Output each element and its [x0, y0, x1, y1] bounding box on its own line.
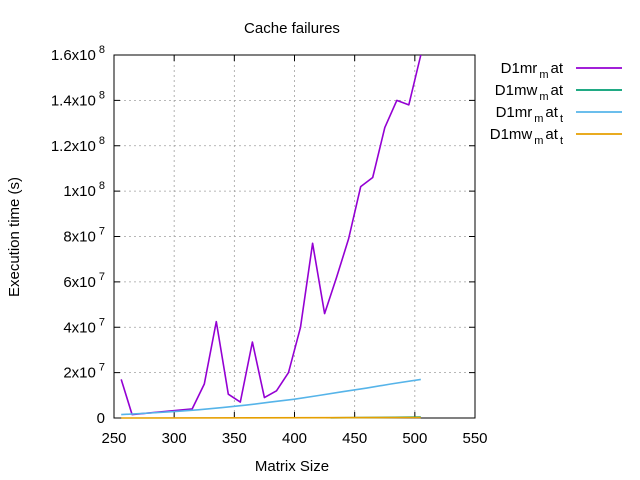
- legend-item-1: D1mr m at: [501, 60, 622, 81]
- y-tick-exponent: 8: [99, 44, 105, 56]
- legend-label: D1mr m at t: [496, 104, 563, 125]
- chart-title: Cache failures: [244, 20, 340, 37]
- legend-label: D1mw m at t: [490, 126, 563, 147]
- y-tick-mantissa: 1.4x10: [51, 92, 96, 109]
- y-tick-label: 1.4x10 8: [51, 89, 105, 109]
- y-tick-label: 1.2x10 8: [51, 135, 105, 155]
- legend-label: D1mr m at: [501, 60, 564, 81]
- legend-label-part: at: [550, 60, 563, 77]
- y-tick-mantissa: 8x10: [63, 229, 96, 246]
- legend-label-subscript: t: [560, 135, 563, 147]
- grid-lines: [114, 55, 475, 418]
- y-tick-label: 4x10 7: [63, 316, 105, 336]
- legend-label-subscript: t: [560, 113, 563, 125]
- series-line-1: [120, 54, 422, 416]
- x-tick-label: 250: [101, 430, 126, 447]
- y-tick-mantissa: 1x10: [63, 183, 96, 200]
- x-tick-label: 300: [162, 430, 187, 447]
- y-tick-mantissa: 6x10: [63, 274, 96, 291]
- x-tick-label: 450: [342, 430, 367, 447]
- y-tick-mantissa: 1.2x10: [51, 138, 96, 155]
- legend-label-subscript: m: [534, 135, 543, 147]
- y-tick-label: 2x10 7: [63, 362, 105, 382]
- x-tick-label: 550: [462, 430, 487, 447]
- x-axis-label: Matrix Size: [255, 458, 329, 475]
- y-tick-mantissa: 4x10: [63, 319, 96, 336]
- legend-item-2: D1mw m at: [495, 82, 622, 103]
- legend-item-4: D1mw m at t: [490, 126, 622, 147]
- legend-label-part: D1mr: [501, 60, 538, 77]
- legend-label-subscript: m: [534, 113, 543, 125]
- legend-label-part: at: [545, 104, 558, 121]
- y-tick-exponent: 8: [99, 135, 105, 147]
- y-tick-mantissa: 2x10: [63, 365, 96, 382]
- series-lines: [120, 54, 422, 419]
- legend-label: D1mw m at: [495, 82, 564, 103]
- y-tick-label: 1x10 8: [63, 180, 105, 200]
- series-line-4: [121, 416, 421, 419]
- y-tick-exponent: 7: [99, 226, 105, 238]
- y-tick-exponent: 8: [99, 180, 105, 192]
- y-tick-mantissa: 1.6x10: [51, 47, 96, 64]
- y-tick-exponent: 7: [99, 362, 105, 374]
- y-tick-exponent: 7: [99, 316, 105, 328]
- legend-label-part: D1mr: [496, 104, 533, 121]
- legend-label-subscript: m: [539, 69, 548, 81]
- x-tick-label: 350: [222, 430, 247, 447]
- y-tick-exponent: 7: [99, 271, 105, 283]
- series-line-3: [121, 378, 421, 416]
- y-tick-label: 8x10 7: [63, 226, 105, 246]
- legend-label-part: D1mw: [495, 82, 538, 99]
- y-axis-label: Execution time (s): [6, 177, 23, 297]
- y-tick-label: 6x10 7: [63, 271, 105, 291]
- x-tick-label: 500: [402, 430, 427, 447]
- x-tick-label: 400: [282, 430, 307, 447]
- legend-item-3: D1mr m at t: [496, 104, 622, 125]
- y-tick-exponent: 8: [99, 89, 105, 101]
- legend-label-part: at: [545, 126, 558, 143]
- legend-label-subscript: m: [539, 91, 548, 103]
- y-tick-label: 0: [97, 410, 105, 427]
- y-tick-label: 1.6x10 8: [51, 44, 105, 64]
- legend-label-part: D1mw: [490, 126, 533, 143]
- legend-label-part: at: [550, 82, 563, 99]
